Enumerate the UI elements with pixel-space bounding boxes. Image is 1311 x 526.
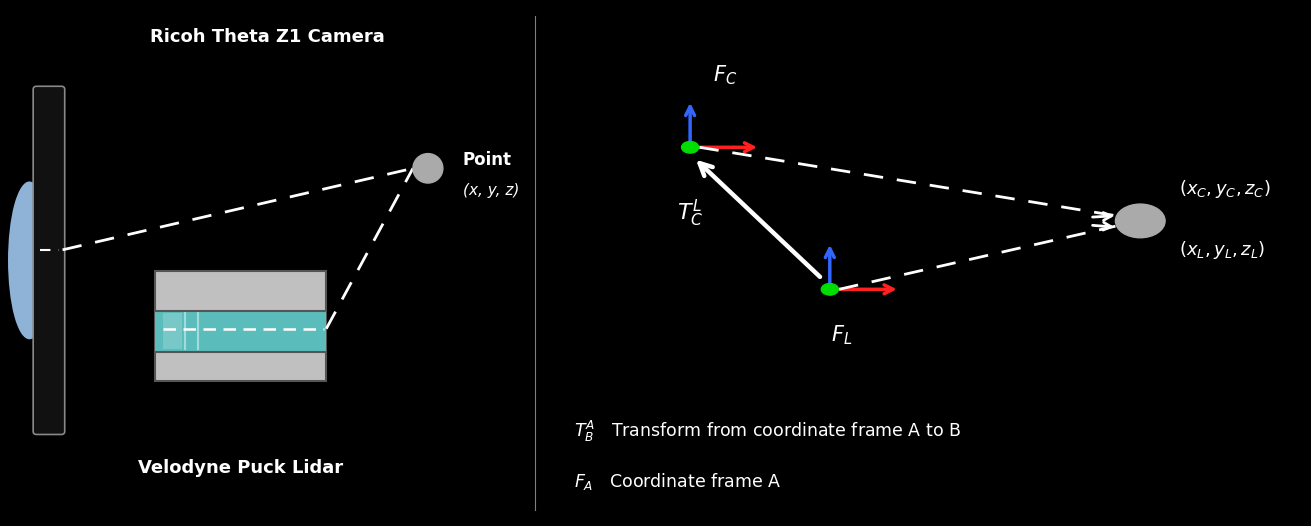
Text: $T_B^A$   Transform from coordinate frame A to B: $T_B^A$ Transform from coordinate frame … — [574, 419, 961, 444]
Text: Velodyne Puck Lidar: Velodyne Puck Lidar — [138, 459, 343, 477]
Text: Point: Point — [463, 151, 511, 169]
Text: $T_C^L$: $T_C^L$ — [676, 197, 703, 229]
Bar — [155, 271, 326, 381]
Circle shape — [413, 154, 443, 183]
Text: Ricoh Theta Z1 Camera: Ricoh Theta Z1 Camera — [149, 28, 385, 46]
Bar — [163, 313, 182, 349]
FancyBboxPatch shape — [33, 86, 64, 434]
Circle shape — [682, 141, 699, 153]
Text: $(x_C, y_C, z_C)$: $(x_C, y_C, z_C)$ — [1179, 178, 1270, 200]
Text: $F_L$: $F_L$ — [831, 323, 852, 347]
Circle shape — [821, 284, 838, 295]
Circle shape — [1116, 204, 1165, 238]
Text: $F_C$: $F_C$ — [713, 63, 738, 87]
Ellipse shape — [8, 181, 51, 339]
Text: $(x_L, y_L, z_L)$: $(x_L, y_L, z_L)$ — [1179, 239, 1265, 261]
Text: (x, y, z): (x, y, z) — [463, 183, 519, 198]
Text: $F_A$   Coordinate frame A: $F_A$ Coordinate frame A — [574, 471, 781, 492]
Bar — [155, 311, 326, 352]
